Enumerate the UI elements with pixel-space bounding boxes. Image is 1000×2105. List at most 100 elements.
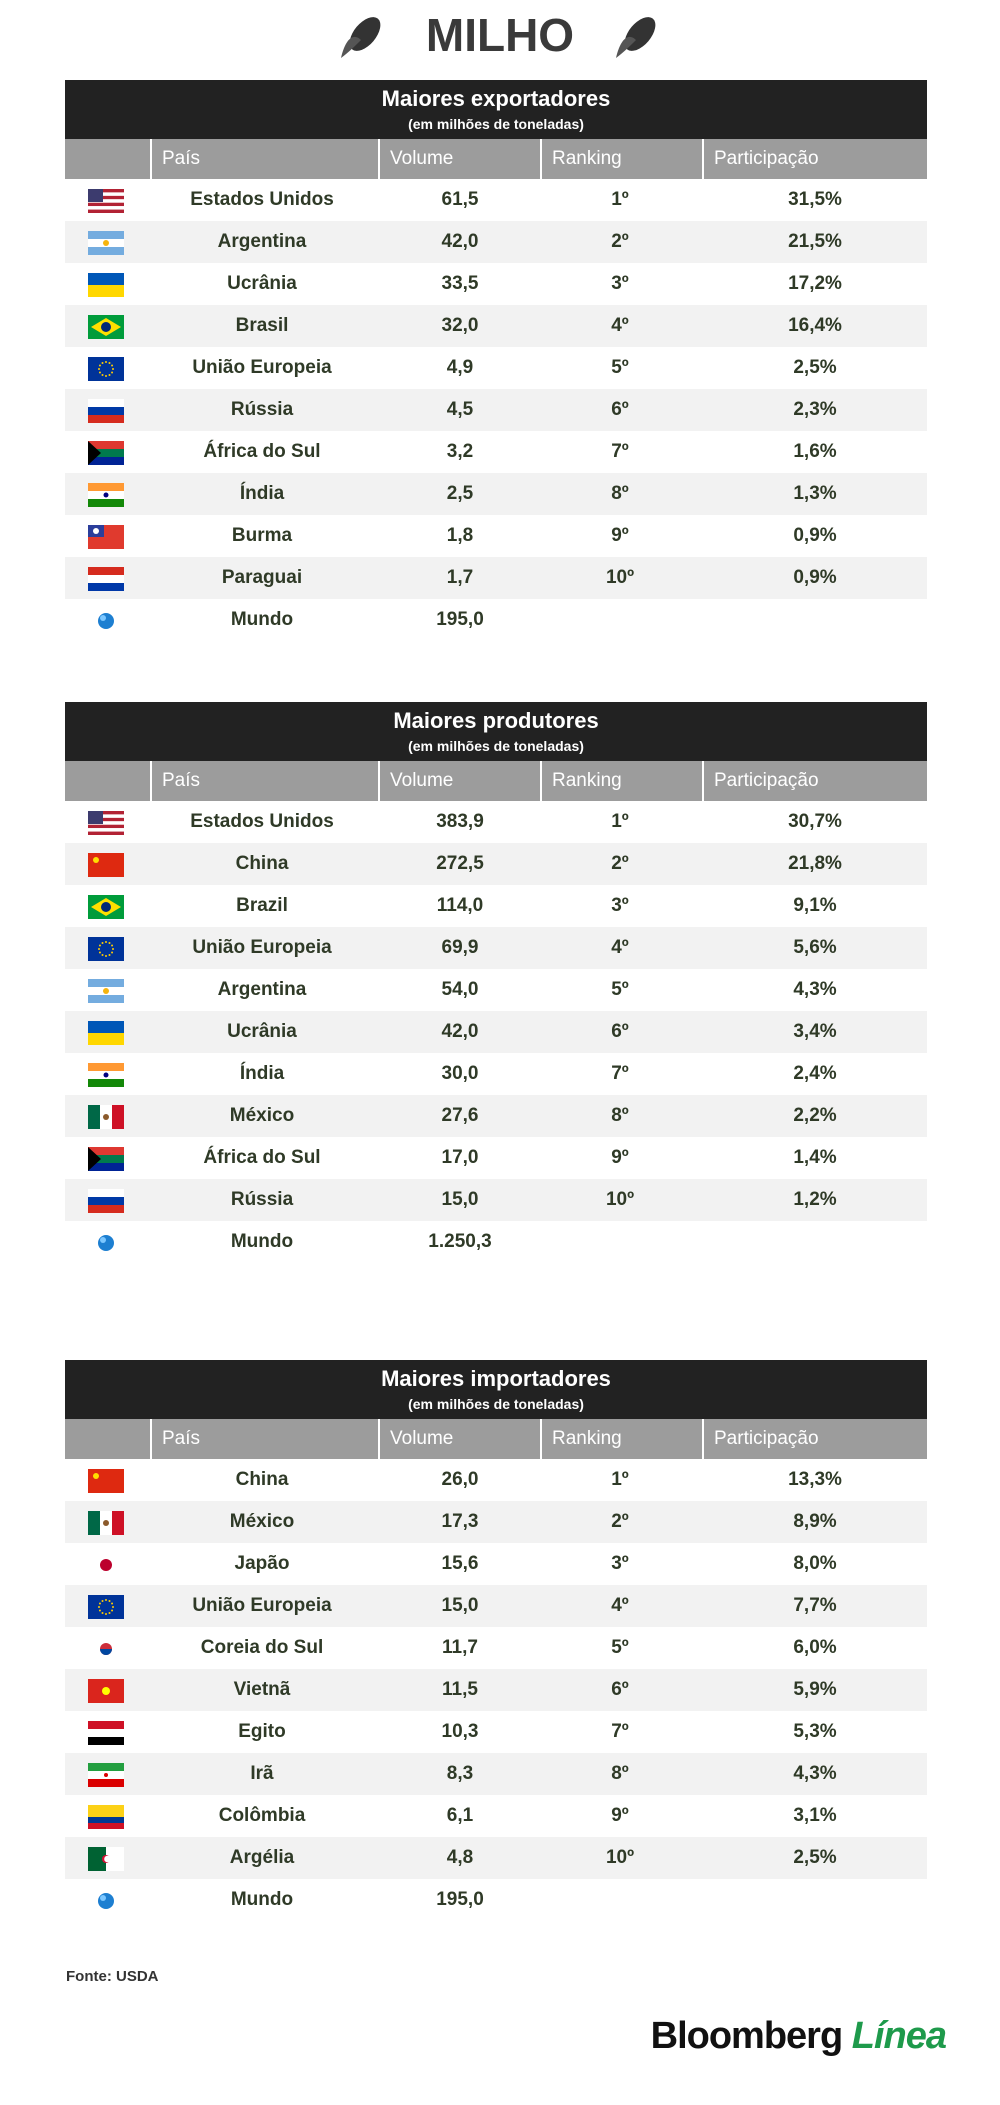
corn-icon	[616, 17, 656, 58]
table-title-bar: Maiores produtores (em milhões de tonelad…	[65, 702, 927, 761]
flag-stripe	[88, 1079, 124, 1087]
table-cell: Paraguai	[221, 567, 303, 588]
table-title-bar: Maiores importadores (em milhões de tonel…	[65, 1360, 927, 1419]
flag-stripe	[88, 199, 124, 203]
column-header: Volume	[378, 139, 540, 179]
table-cell: 31,5%	[788, 189, 842, 210]
table-cell: 10º	[605, 1847, 635, 1868]
table-cell: 5,3%	[793, 1721, 837, 1742]
table-row: China 26,0 1º 13,3%	[65, 1459, 927, 1501]
table-cell: 7º	[611, 441, 629, 462]
table-row: Estados Unidos 61,5 1º 31,5%	[65, 179, 927, 221]
table-cell: Coreia do Sul	[200, 1637, 324, 1658]
flag-emblem	[104, 1773, 108, 1777]
table-row: Irã 8,3 8º 4,3%	[65, 1753, 927, 1795]
flag-stripe	[88, 499, 124, 507]
flag-field	[88, 853, 124, 877]
flag	[88, 1847, 124, 1871]
table-cell: 6º	[611, 1021, 629, 1042]
table-cell: 7º	[611, 1721, 629, 1742]
table: Maiores produtores (em milhões de tonelad…	[65, 702, 927, 1263]
flag-stripe	[88, 1511, 100, 1535]
table-cell: 8,0%	[793, 1553, 837, 1574]
flag	[88, 357, 124, 381]
flag-emblem	[104, 1855, 111, 1863]
table-row: México 17,3 2º 8,9%	[65, 1501, 927, 1543]
table-cell: 2,4%	[793, 1063, 837, 1084]
table-cell: 4,3%	[793, 979, 837, 1000]
flag	[88, 1063, 124, 1087]
flag	[88, 937, 124, 961]
flag-emblem	[98, 948, 100, 950]
flag	[88, 567, 124, 591]
flag-emblem	[98, 1609, 101, 1612]
table-title: Maiores importadores	[381, 1366, 611, 1391]
table-cell: 6,0%	[793, 1637, 837, 1658]
column-header: Ranking	[540, 139, 702, 179]
flag-emblem	[101, 1612, 104, 1615]
flag-emblem	[111, 944, 114, 947]
table-cell: 1,4%	[793, 1147, 837, 1168]
flag-stripe	[88, 575, 124, 583]
flag-emblem	[112, 948, 114, 950]
table-cell: China	[235, 1469, 289, 1490]
table-row: México 27,6 8º 2,2%	[65, 1095, 927, 1137]
flag-emblem	[105, 941, 107, 943]
flag-stripe	[88, 407, 124, 415]
table-cell: 61,5	[441, 189, 479, 210]
table-row: Brazil 114,0 3º 9,1%	[65, 885, 927, 927]
table-cell: 11,5	[442, 1679, 478, 1700]
flag-stripe	[88, 1847, 106, 1871]
flag-emblem	[103, 1520, 109, 1526]
table-cell: Argélia	[229, 1847, 295, 1868]
table-row: China 272,5 2º 21,8%	[65, 843, 927, 885]
table-cell: 3,1%	[793, 1805, 837, 1826]
table-cell: 2º	[611, 1511, 629, 1532]
flag-stripe	[88, 1105, 100, 1129]
flag-emblem	[111, 951, 114, 954]
flag	[88, 811, 124, 835]
table-cell: 3º	[611, 273, 629, 294]
flag	[88, 315, 124, 339]
table-cell: 17,0	[441, 1147, 479, 1168]
table-cell: União Europeia	[192, 357, 332, 378]
column-header: País	[150, 139, 378, 179]
table-cell: Estados Unidos	[190, 189, 334, 210]
column-header: Volume	[378, 761, 540, 801]
flag-emblem	[108, 954, 111, 957]
table-cell: 15,0	[441, 1189, 479, 1210]
flag-emblem	[88, 441, 101, 465]
flag	[98, 1235, 114, 1251]
table-row: Vietnã 11,5 6º 5,9%	[65, 1669, 927, 1711]
flag-stripe	[88, 811, 124, 815]
table-cell: 272,5	[436, 853, 484, 874]
flag-stripe	[88, 583, 124, 591]
flag	[88, 1189, 124, 1213]
flag-emblem	[111, 1609, 114, 1612]
flag-emblem	[98, 1235, 114, 1251]
table-cell: Burma	[231, 525, 293, 546]
flag-stripe	[88, 824, 124, 829]
table-cell: México	[229, 1511, 295, 1532]
flag-emblem	[105, 375, 107, 377]
table-cell: 8º	[611, 483, 629, 504]
table-cell: 1º	[611, 811, 629, 832]
column-header: Participação	[702, 1419, 927, 1459]
flag-stripe	[88, 1823, 124, 1829]
flag-stripe	[88, 1805, 124, 1811]
flag	[88, 1721, 124, 1745]
table-cell: 3º	[611, 895, 629, 916]
table-row: Mundo 1.250,3	[65, 1221, 927, 1263]
flag-stripe	[88, 1063, 124, 1071]
table-cell: 8,3	[446, 1763, 474, 1784]
flag	[88, 399, 124, 423]
corn-leaf	[341, 36, 361, 58]
flag-canton	[88, 811, 103, 824]
flag-emblem	[112, 1606, 114, 1608]
table-cell: 33,5	[441, 273, 479, 294]
flag-emblem	[105, 955, 107, 957]
table-cell: 30,0	[441, 1063, 479, 1084]
table-cell: 195,0	[436, 609, 484, 630]
flag-field	[88, 357, 124, 381]
table-row: Japão 15,6 3º 8,0%	[65, 1543, 927, 1585]
